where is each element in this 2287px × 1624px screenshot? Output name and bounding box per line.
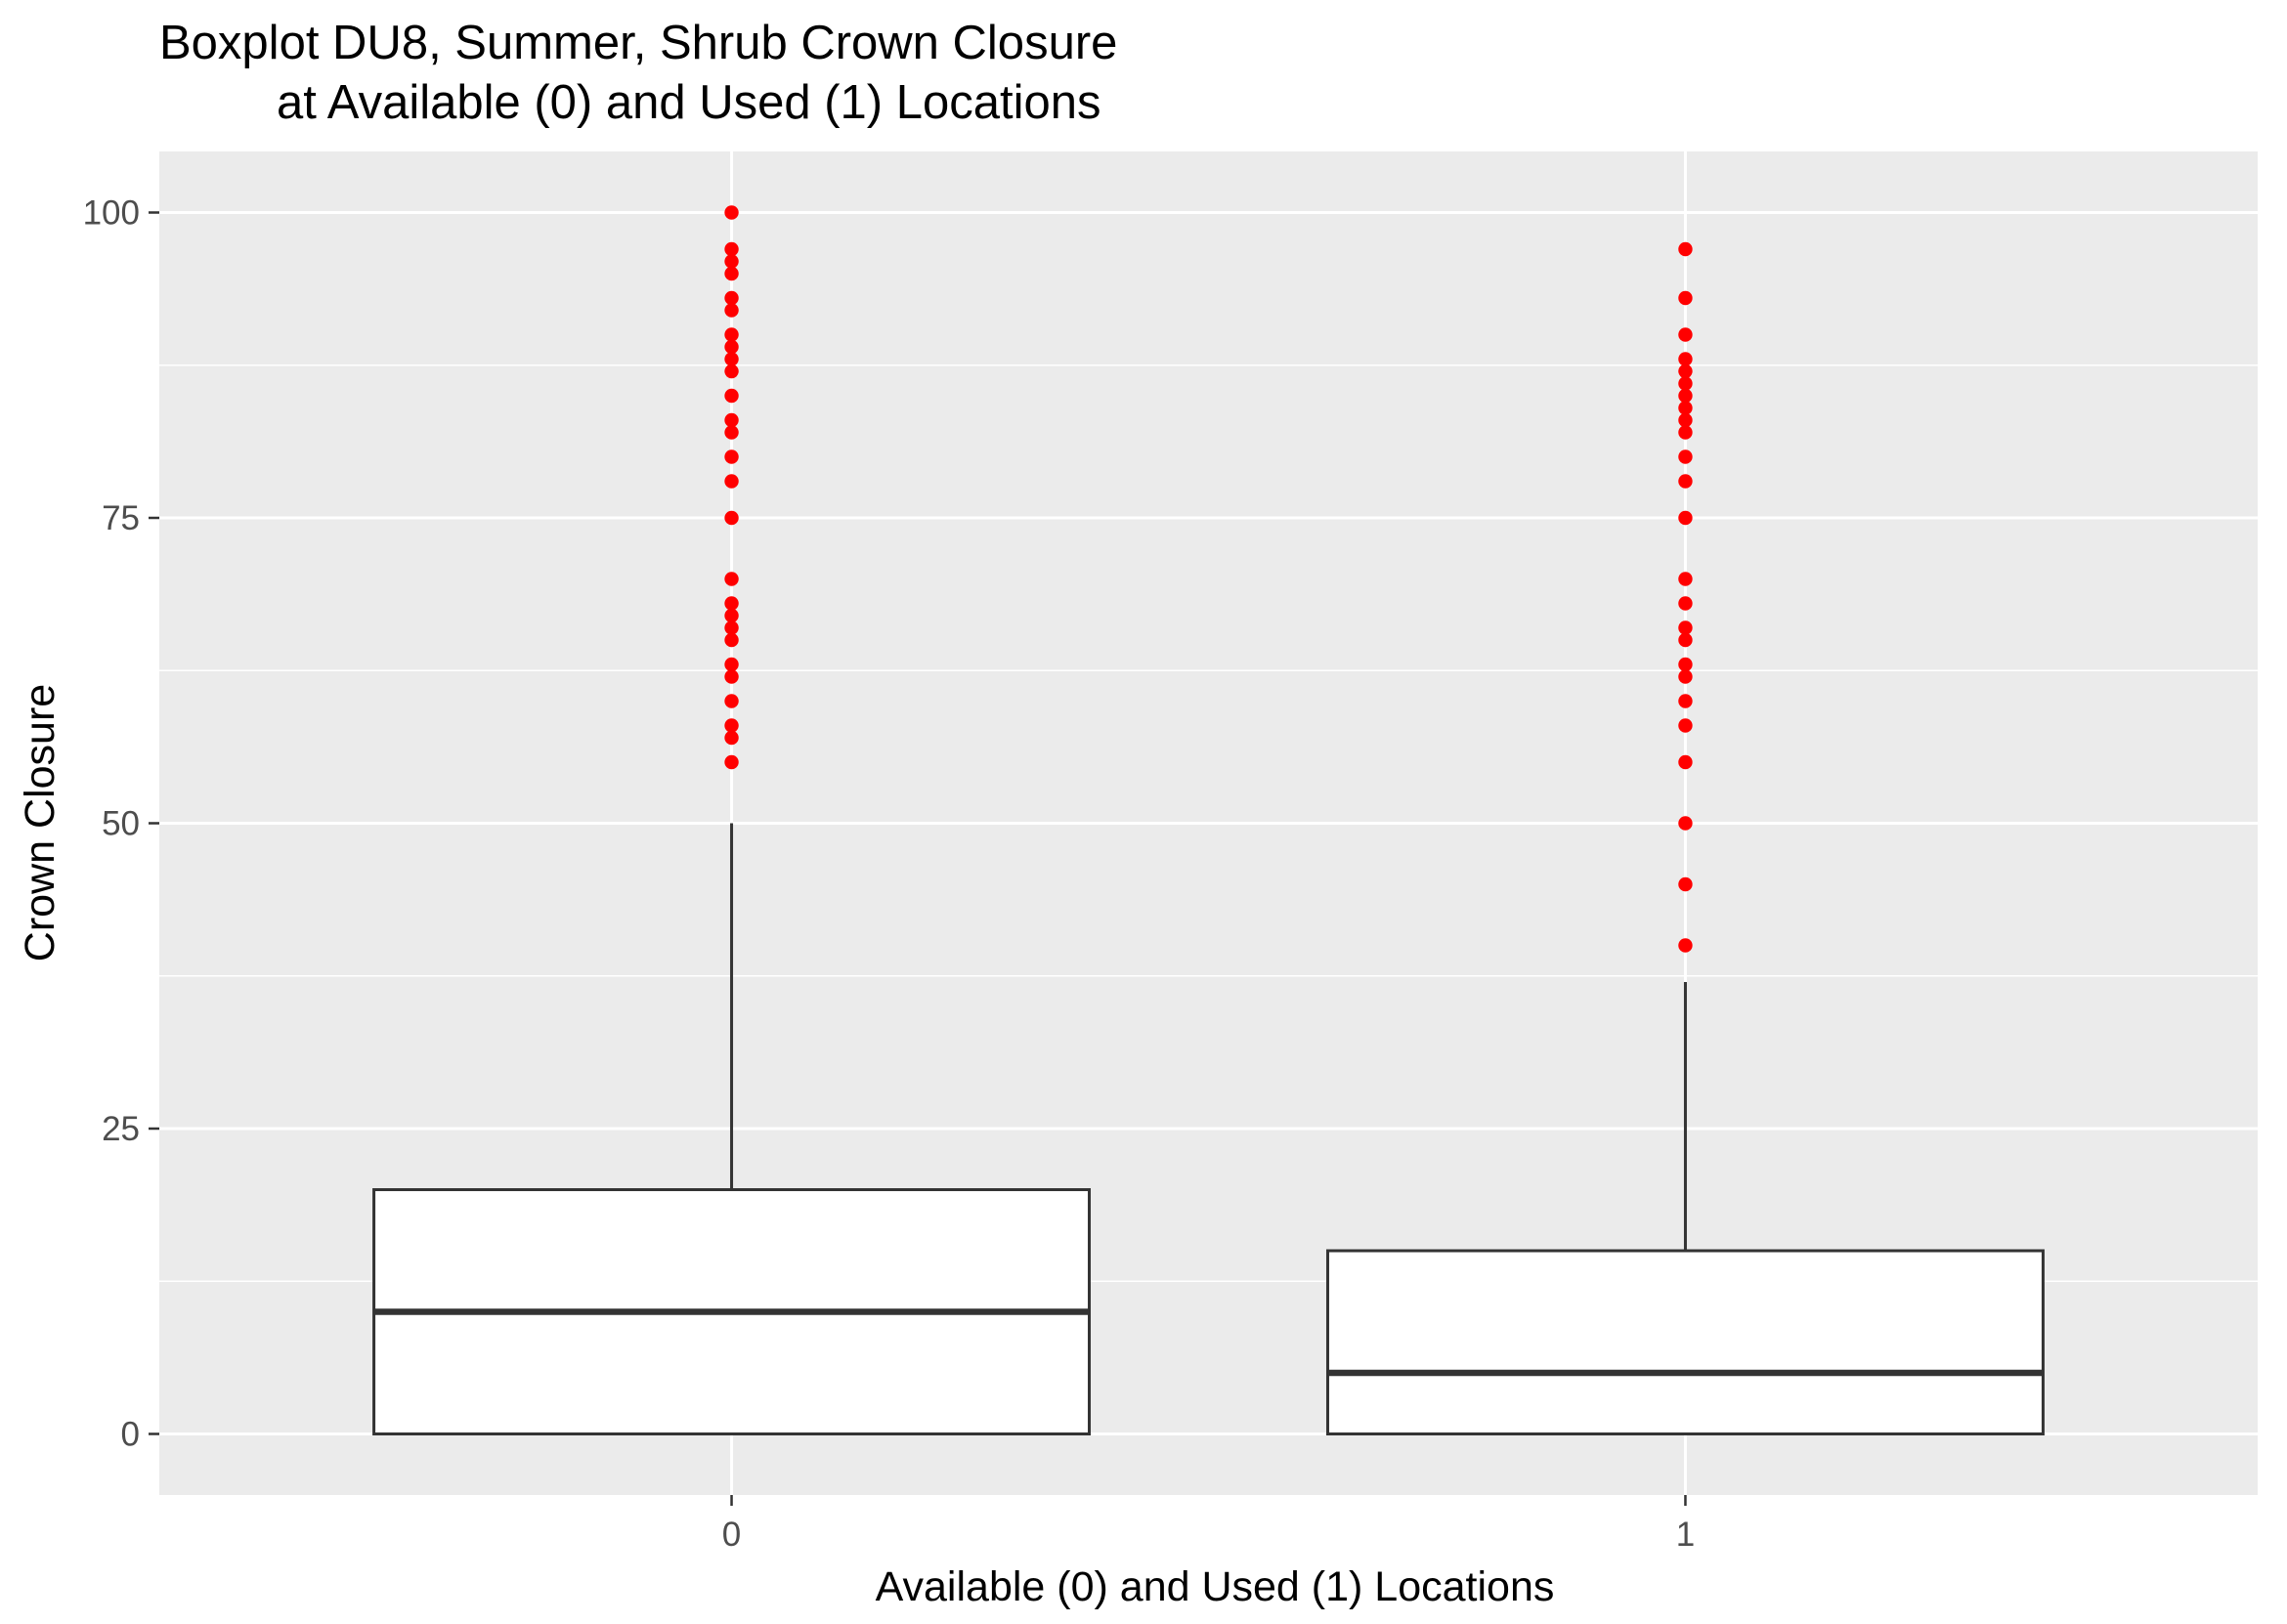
outlier-point: [1678, 376, 1693, 391]
outlier-point: [1678, 352, 1693, 366]
outlier-point: [1678, 412, 1693, 428]
outlier-point: [1678, 425, 1693, 440]
chart-title-line-2: at Available (0) and Used (1) Locations: [277, 76, 1100, 129]
outlier-point: [724, 363, 739, 379]
outlier-point: [1678, 363, 1693, 379]
outlier-point: [1678, 694, 1693, 708]
outlier-point: [724, 632, 739, 648]
outlier-point: [1678, 327, 1693, 342]
outlier-point: [724, 290, 739, 306]
outlier-point: [724, 730, 739, 746]
box-layer: [372, 823, 2045, 1435]
outlier-point: [724, 254, 739, 269]
outlier-point: [1678, 718, 1693, 733]
outlier-layer: [724, 205, 1693, 953]
outlier-point: [724, 339, 739, 355]
outlier-point: [1678, 876, 1693, 892]
x-axis-title: Available (0) and Used (1) Locations: [876, 1563, 1555, 1610]
y-tick-label: 100: [83, 194, 140, 233]
y-tick-label: 0: [121, 1416, 140, 1454]
outlier-point: [724, 596, 739, 611]
outlier-point: [724, 620, 739, 635]
outlier-point: [724, 352, 739, 366]
box-group-0: [372, 823, 1092, 1435]
y-tick-label: 50: [102, 805, 140, 843]
outlier-point: [1678, 510, 1693, 526]
outlier-point: [724, 510, 739, 526]
outlier-point: [724, 572, 739, 586]
outlier-point: [1678, 632, 1693, 648]
outlier-point: [724, 205, 739, 220]
outlier-point: [1678, 290, 1693, 306]
outlier-point: [1678, 657, 1693, 672]
outlier-point: [1678, 572, 1693, 586]
outlier-point: [724, 669, 739, 684]
y-tick-label: 75: [102, 499, 140, 537]
outlier-point: [724, 412, 739, 428]
outlier-point: [724, 694, 739, 708]
x-tick-label: 1: [1676, 1516, 1695, 1554]
outlier-point: [724, 388, 739, 404]
outlier-point: [1678, 388, 1693, 404]
chart-title-line-1: Boxplot DU8, Summer, Shrub Crown Closure: [159, 17, 1117, 69]
outlier-point: [1678, 474, 1693, 489]
outlier-point: [1678, 596, 1693, 611]
outlier-point: [724, 474, 739, 489]
outlier-point: [1678, 669, 1693, 684]
outlier-point: [1678, 816, 1693, 831]
box-group-1: [1325, 982, 2045, 1435]
outlier-point: [1678, 754, 1693, 770]
outlier-point: [724, 657, 739, 672]
outlier-point: [1678, 938, 1693, 953]
outlier-point: [724, 754, 739, 770]
outlier-point: [724, 718, 739, 733]
y-axis-title: Crown Closure: [17, 684, 64, 962]
x-tick-label: 0: [722, 1516, 741, 1554]
outlier-point: [724, 449, 739, 464]
outlier-point: [724, 327, 739, 342]
outlier-point: [724, 266, 739, 281]
outlier-point: [1678, 620, 1693, 635]
outlier-point: [724, 303, 739, 318]
y-axis: 0 25 50 75 100: [83, 194, 159, 1454]
outlier-point: [724, 425, 739, 440]
outlier-point: [1678, 449, 1693, 464]
box-iqr: [1325, 1249, 2045, 1435]
outlier-point: [724, 241, 739, 257]
outlier-point: [724, 608, 739, 623]
y-tick-label: 25: [102, 1110, 140, 1148]
outlier-point: [1678, 401, 1693, 415]
outlier-point: [1678, 241, 1693, 257]
